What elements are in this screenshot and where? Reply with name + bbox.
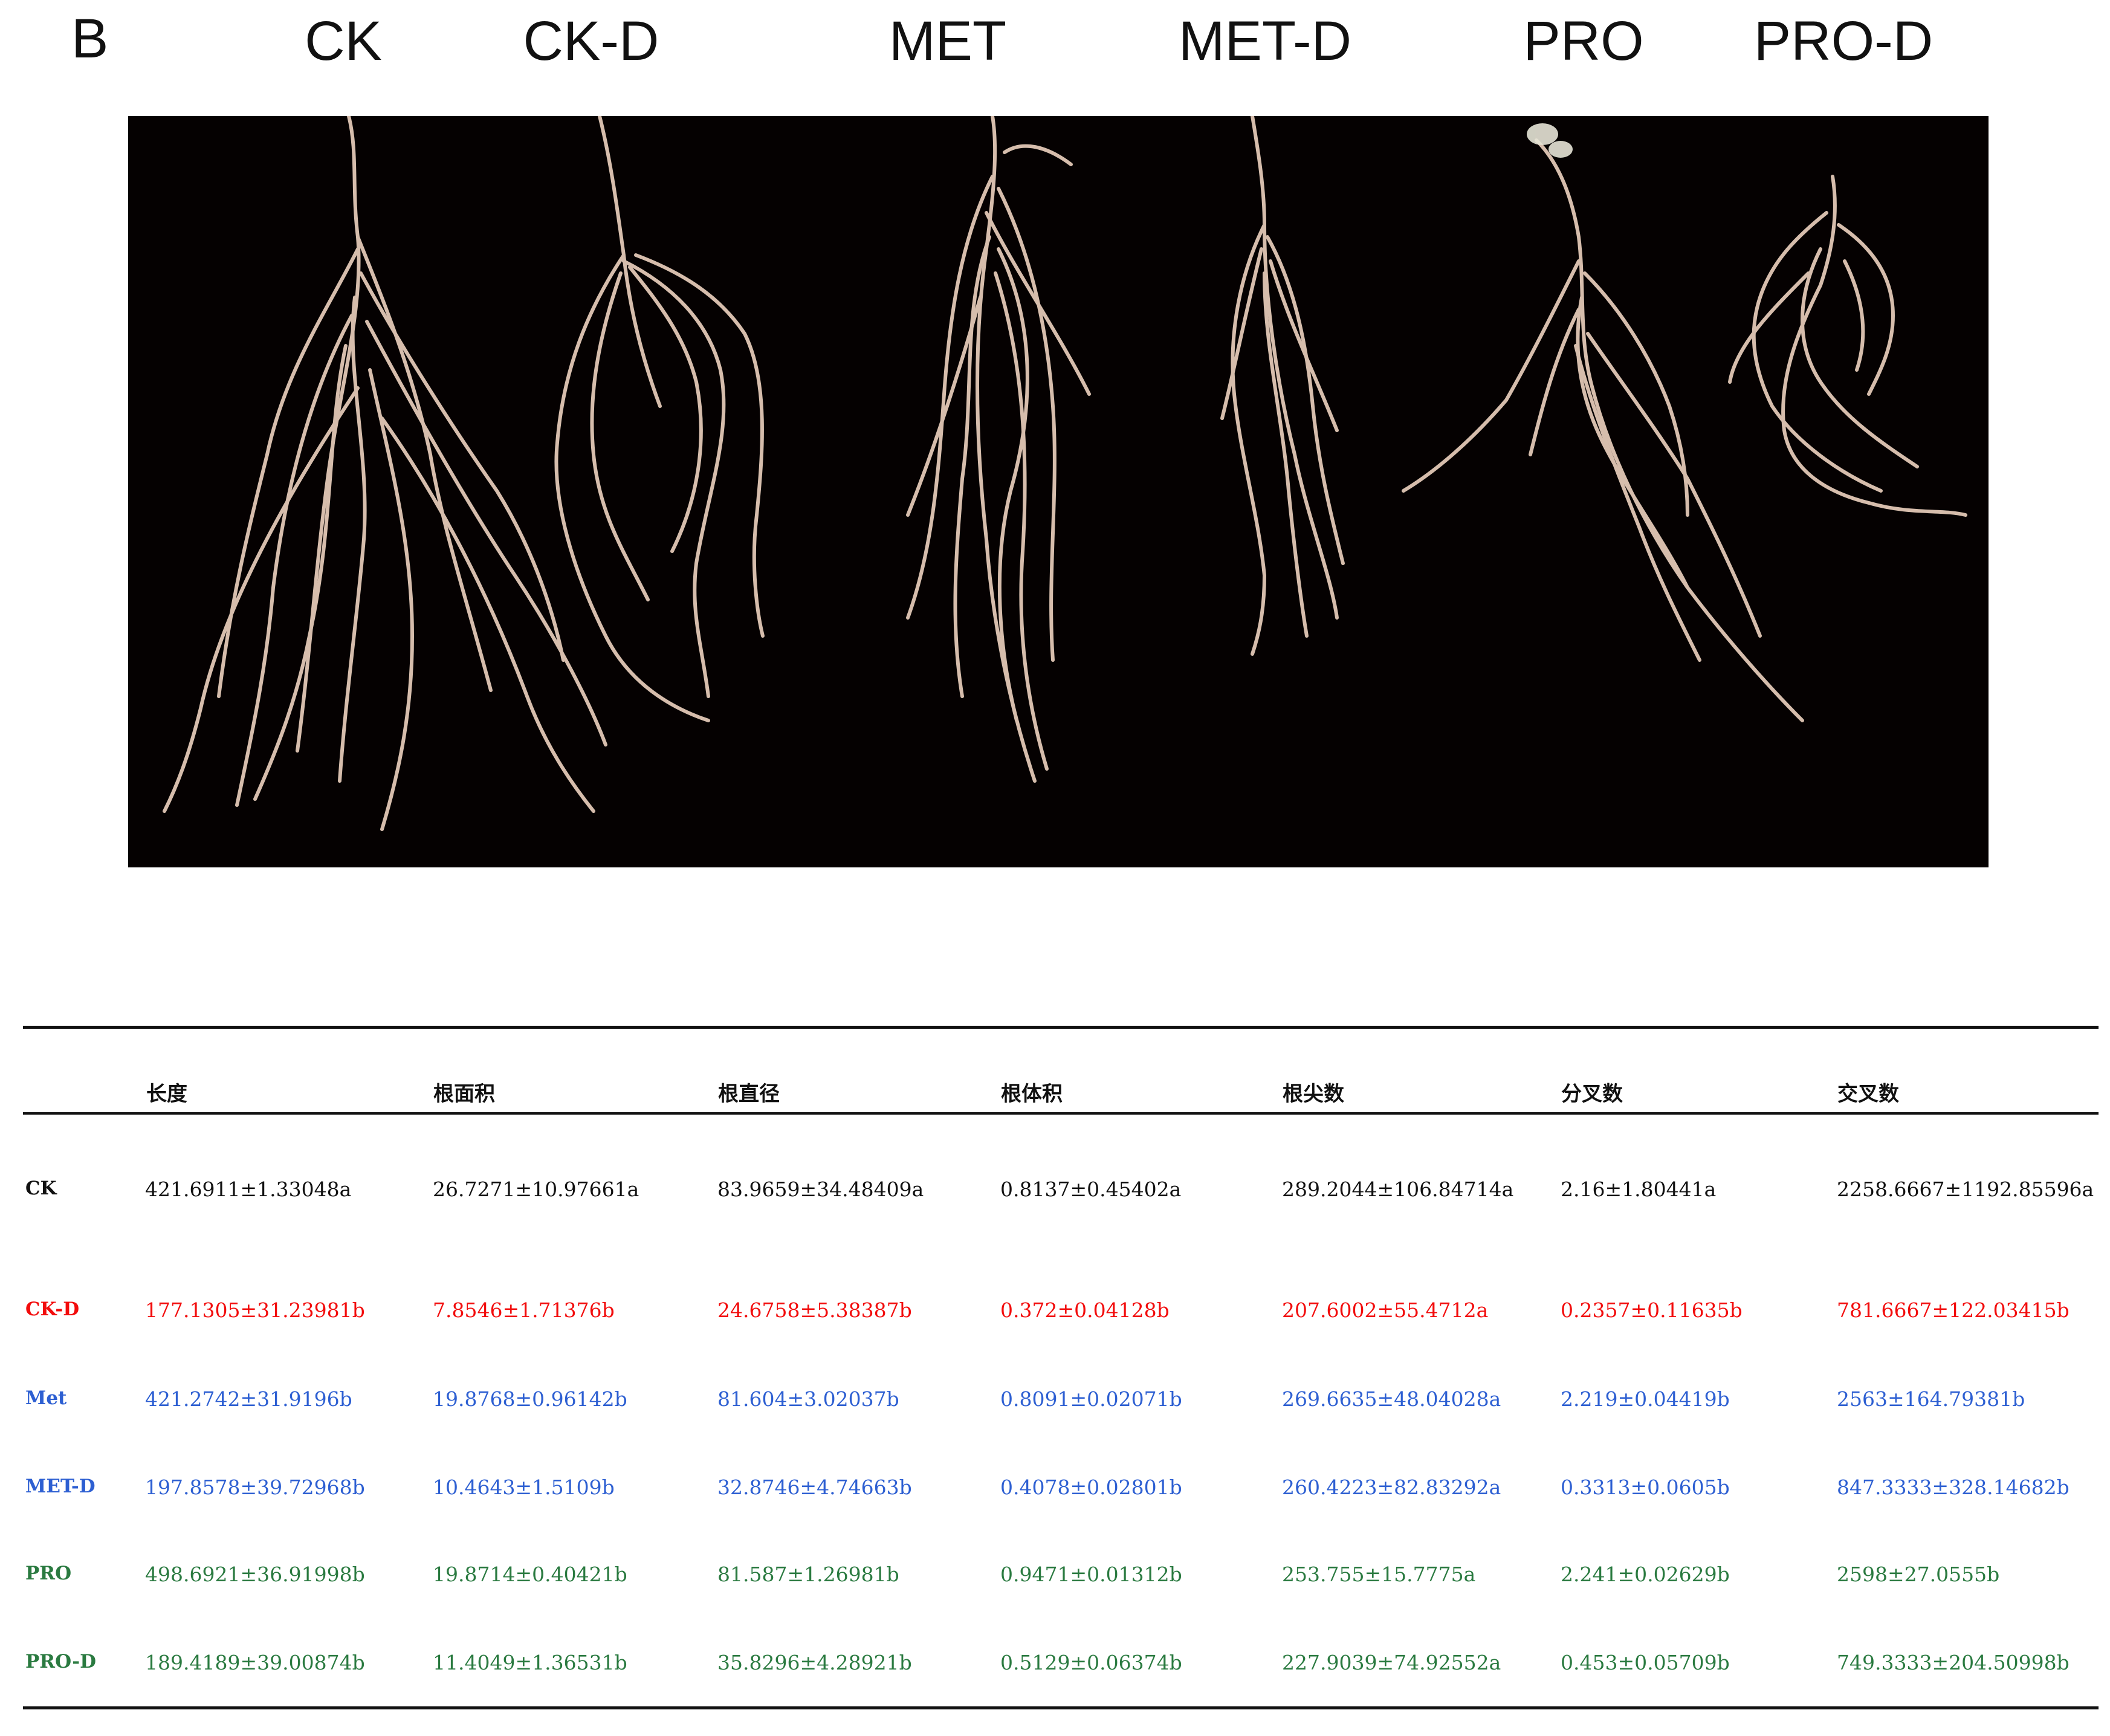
- label-pro-d: PRO-D: [1753, 10, 1934, 72]
- table-cell: 19.8768±0.96142b: [433, 1387, 627, 1411]
- label-ck: CK: [305, 10, 382, 72]
- header-root-volume: 根体积: [1001, 1082, 1063, 1106]
- table-cell: 0.9471±0.01312b: [1000, 1563, 1182, 1586]
- header-root-tips: 根尖数: [1283, 1082, 1344, 1106]
- table-cell: 289.2044±106.84714a: [1282, 1177, 1514, 1201]
- table-cell: 81.604±3.02037b: [717, 1387, 899, 1411]
- table-cell: 2.16±1.80441a: [1561, 1177, 1717, 1201]
- table-cell: 847.3333±328.14682b: [1837, 1475, 2070, 1499]
- label-met: MET: [888, 10, 1007, 72]
- table-cell: 0.453±0.05709b: [1561, 1651, 1730, 1674]
- table-cell: 0.4078±0.02801b: [1000, 1475, 1182, 1499]
- table-cell: 421.6911±1.33048a: [145, 1177, 352, 1201]
- table-cell: 498.6921±36.91998b: [145, 1563, 365, 1586]
- table-cell: 35.8296±4.28921b: [717, 1651, 912, 1674]
- root-pro-d: [1728, 175, 1967, 517]
- table-bottom-rule: [23, 1706, 2099, 1709]
- row-label: CK: [25, 1177, 57, 1199]
- table-cell: 0.3313±0.0605b: [1561, 1475, 1730, 1499]
- root-pro: [1402, 138, 1804, 722]
- table-cell: 0.372±0.04128b: [1000, 1298, 1170, 1322]
- table-cell: 227.9039±74.92552a: [1282, 1651, 1501, 1674]
- table-cell: 0.8091±0.02071b: [1000, 1387, 1182, 1411]
- row-label: PRO: [25, 1563, 72, 1584]
- root-illustration: [163, 116, 1967, 831]
- table-cell: 2598±27.0555b: [1837, 1563, 2000, 1586]
- label-met-d: MET-D: [1178, 10, 1352, 72]
- table-cell: 2.219±0.04419b: [1561, 1387, 1730, 1411]
- label-pro: PRO: [1523, 10, 1644, 72]
- table-cell: 19.8714±0.40421b: [433, 1563, 627, 1586]
- root-photo: [128, 116, 1989, 867]
- table-cell: 10.4643±1.5109b: [433, 1475, 615, 1499]
- table-cell: 24.6758±5.38387b: [717, 1298, 912, 1322]
- table-cell: 207.6002±55.4712a: [1282, 1298, 1489, 1322]
- table-cell: 177.1305±31.23981b: [145, 1298, 365, 1322]
- header-root-diameter: 根直径: [718, 1082, 780, 1106]
- table-cell: 2258.6667±1192.85596a: [1837, 1177, 2094, 1201]
- table-cell: 2563±164.79381b: [1837, 1387, 2025, 1411]
- table-cell: 781.6667±122.03415b: [1837, 1298, 2070, 1322]
- table-cell: 83.9659±34.48409a: [717, 1177, 924, 1201]
- row-label: Met: [25, 1387, 67, 1409]
- table-cell: 0.5129±0.06374b: [1000, 1651, 1182, 1674]
- table-cell: 749.3333±204.50998b: [1837, 1651, 2070, 1674]
- table-cell: 189.4189±39.00874b: [145, 1651, 365, 1674]
- row-label: CK-D: [25, 1298, 80, 1320]
- header-length: 长度: [146, 1082, 187, 1106]
- panel-letter: B: [71, 8, 109, 70]
- table-cell: 0.8137±0.45402a: [1000, 1177, 1182, 1201]
- table-cell: 253.755±15.7775a: [1282, 1563, 1476, 1586]
- label-ck-d: CK-D: [523, 10, 659, 72]
- table-cell: 26.7271±10.97661a: [433, 1177, 639, 1201]
- table-cell: 32.8746±4.74663b: [717, 1475, 912, 1499]
- root-ck-d: [554, 116, 765, 722]
- root-met: [906, 116, 1091, 783]
- header-crossings: 交叉数: [1837, 1082, 1899, 1106]
- table-cell: 0.2357±0.11635b: [1561, 1298, 1743, 1322]
- leaf-remnants: [1527, 123, 1573, 158]
- row-label: MET-D: [25, 1475, 95, 1497]
- table-cell: 421.2742±31.9196b: [145, 1387, 352, 1411]
- root-ck: [163, 116, 607, 831]
- table-cell: 260.4223±82.83292a: [1282, 1475, 1501, 1499]
- table-cell: 81.587±1.26981b: [717, 1563, 899, 1586]
- root-met-d: [1220, 116, 1345, 656]
- table-header-rule: [23, 1112, 2099, 1115]
- table-cell: 2.241±0.02629b: [1561, 1563, 1730, 1586]
- table-top-rule: [23, 1026, 2099, 1029]
- table-cell: 7.8546±1.71376b: [433, 1298, 615, 1322]
- row-label: PRO-D: [25, 1651, 96, 1673]
- table-cell: 11.4049±1.36531b: [433, 1651, 627, 1674]
- header-forks: 分叉数: [1561, 1082, 1623, 1106]
- header-root-area: 根面积: [433, 1082, 495, 1106]
- table-cell: 197.8578±39.72968b: [145, 1475, 365, 1499]
- table-cell: 269.6635±48.04028a: [1282, 1387, 1501, 1411]
